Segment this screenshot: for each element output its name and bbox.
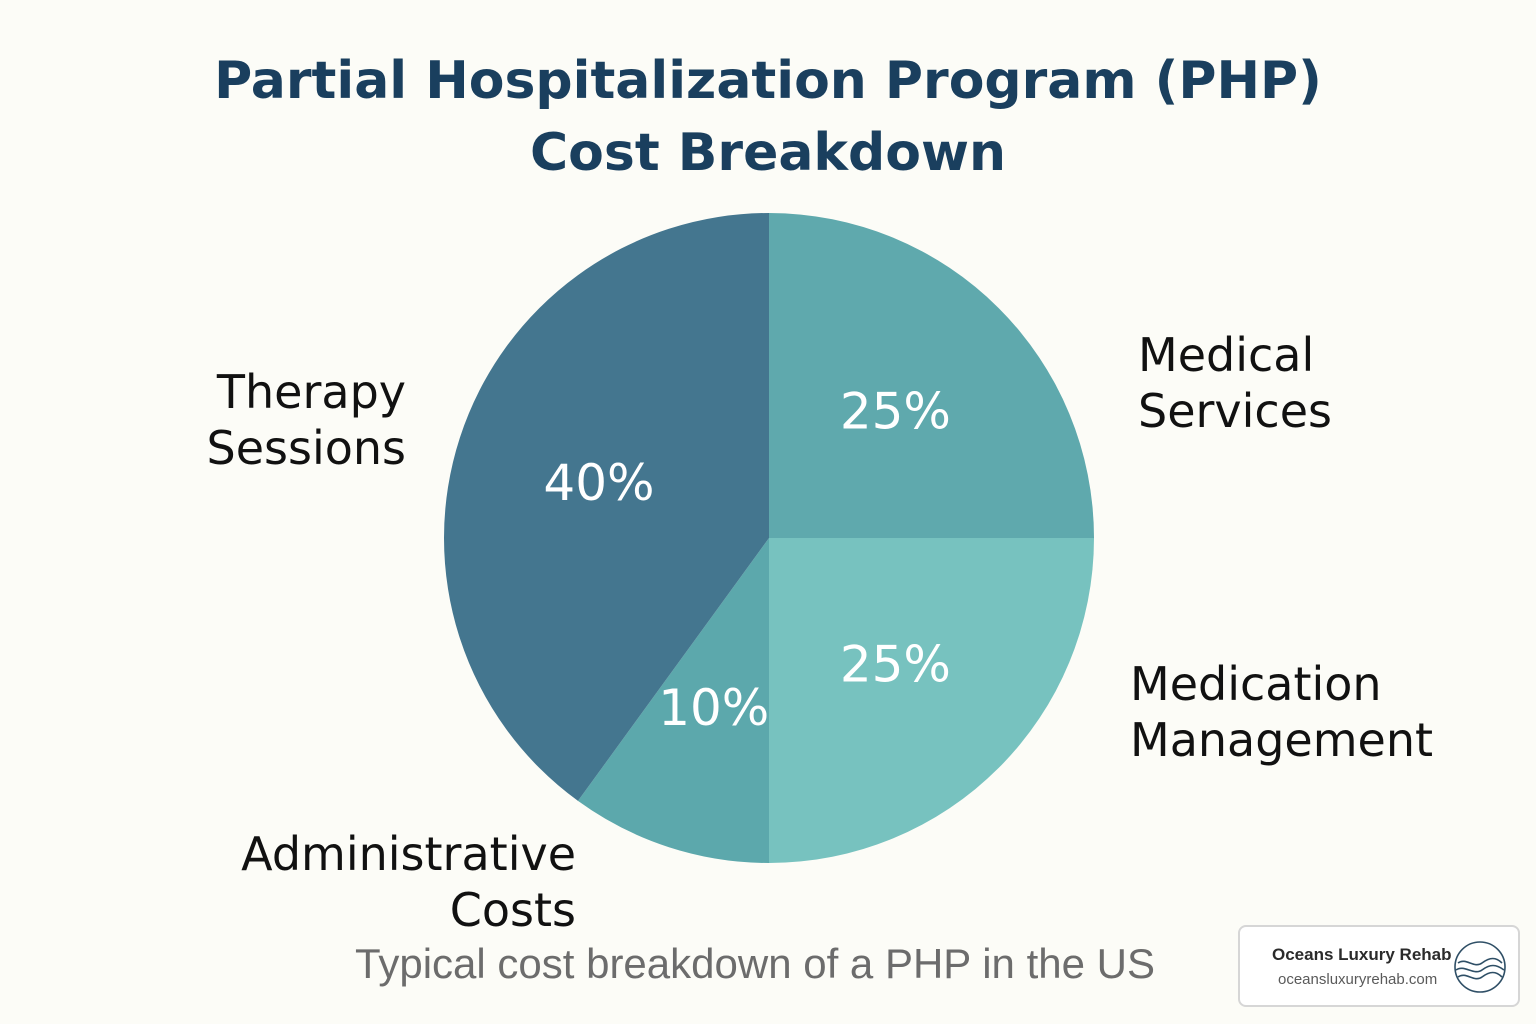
pie-slice <box>443 212 769 801</box>
slice-percent-label: 25% <box>840 383 951 441</box>
chart-title-line-1: Partial Hospitalization Program (PHP) <box>214 51 1322 111</box>
brand-badge: Oceans Luxury Rehab oceansluxuryrehab.co… <box>1238 925 1520 1007</box>
category-label-administrative-costs: Administrative Costs <box>176 826 576 938</box>
category-label-line: Medical <box>1138 328 1315 382</box>
chart-title: Partial Hospitalization Program (PHP) Co… <box>0 45 1536 189</box>
category-label-medication-management: Medication Management <box>1130 656 1433 768</box>
pie-slice <box>577 538 769 863</box>
category-label-medical-services: Medical Services <box>1138 327 1332 439</box>
category-label-line: Costs <box>449 883 576 937</box>
brand-name: Oceans Luxury Rehab <box>1272 945 1452 964</box>
category-label-line: Medication <box>1130 657 1382 711</box>
slice-percent-label: 40% <box>543 454 654 512</box>
chart-caption: Typical cost breakdown of a PHP in the U… <box>355 940 1155 987</box>
pie-slice <box>769 538 1094 863</box>
slice-percent-label: 25% <box>840 635 951 693</box>
category-label-line: Sessions <box>206 421 406 475</box>
chart-title-line-2: Cost Breakdown <box>529 123 1007 183</box>
category-label-line: Management <box>1130 713 1434 767</box>
category-label-line: Services <box>1138 384 1332 438</box>
wave-logo-icon <box>1454 941 1506 993</box>
brand-url: oceansluxuryrehab.com <box>1278 971 1438 988</box>
category-label-therapy-sessions: Therapy Sessions <box>106 364 406 476</box>
category-label-line: Therapy <box>216 365 406 419</box>
pie-slice <box>769 213 1094 538</box>
slice-percent-label: 10% <box>658 679 769 737</box>
category-label-line: Administrative <box>241 827 576 881</box>
